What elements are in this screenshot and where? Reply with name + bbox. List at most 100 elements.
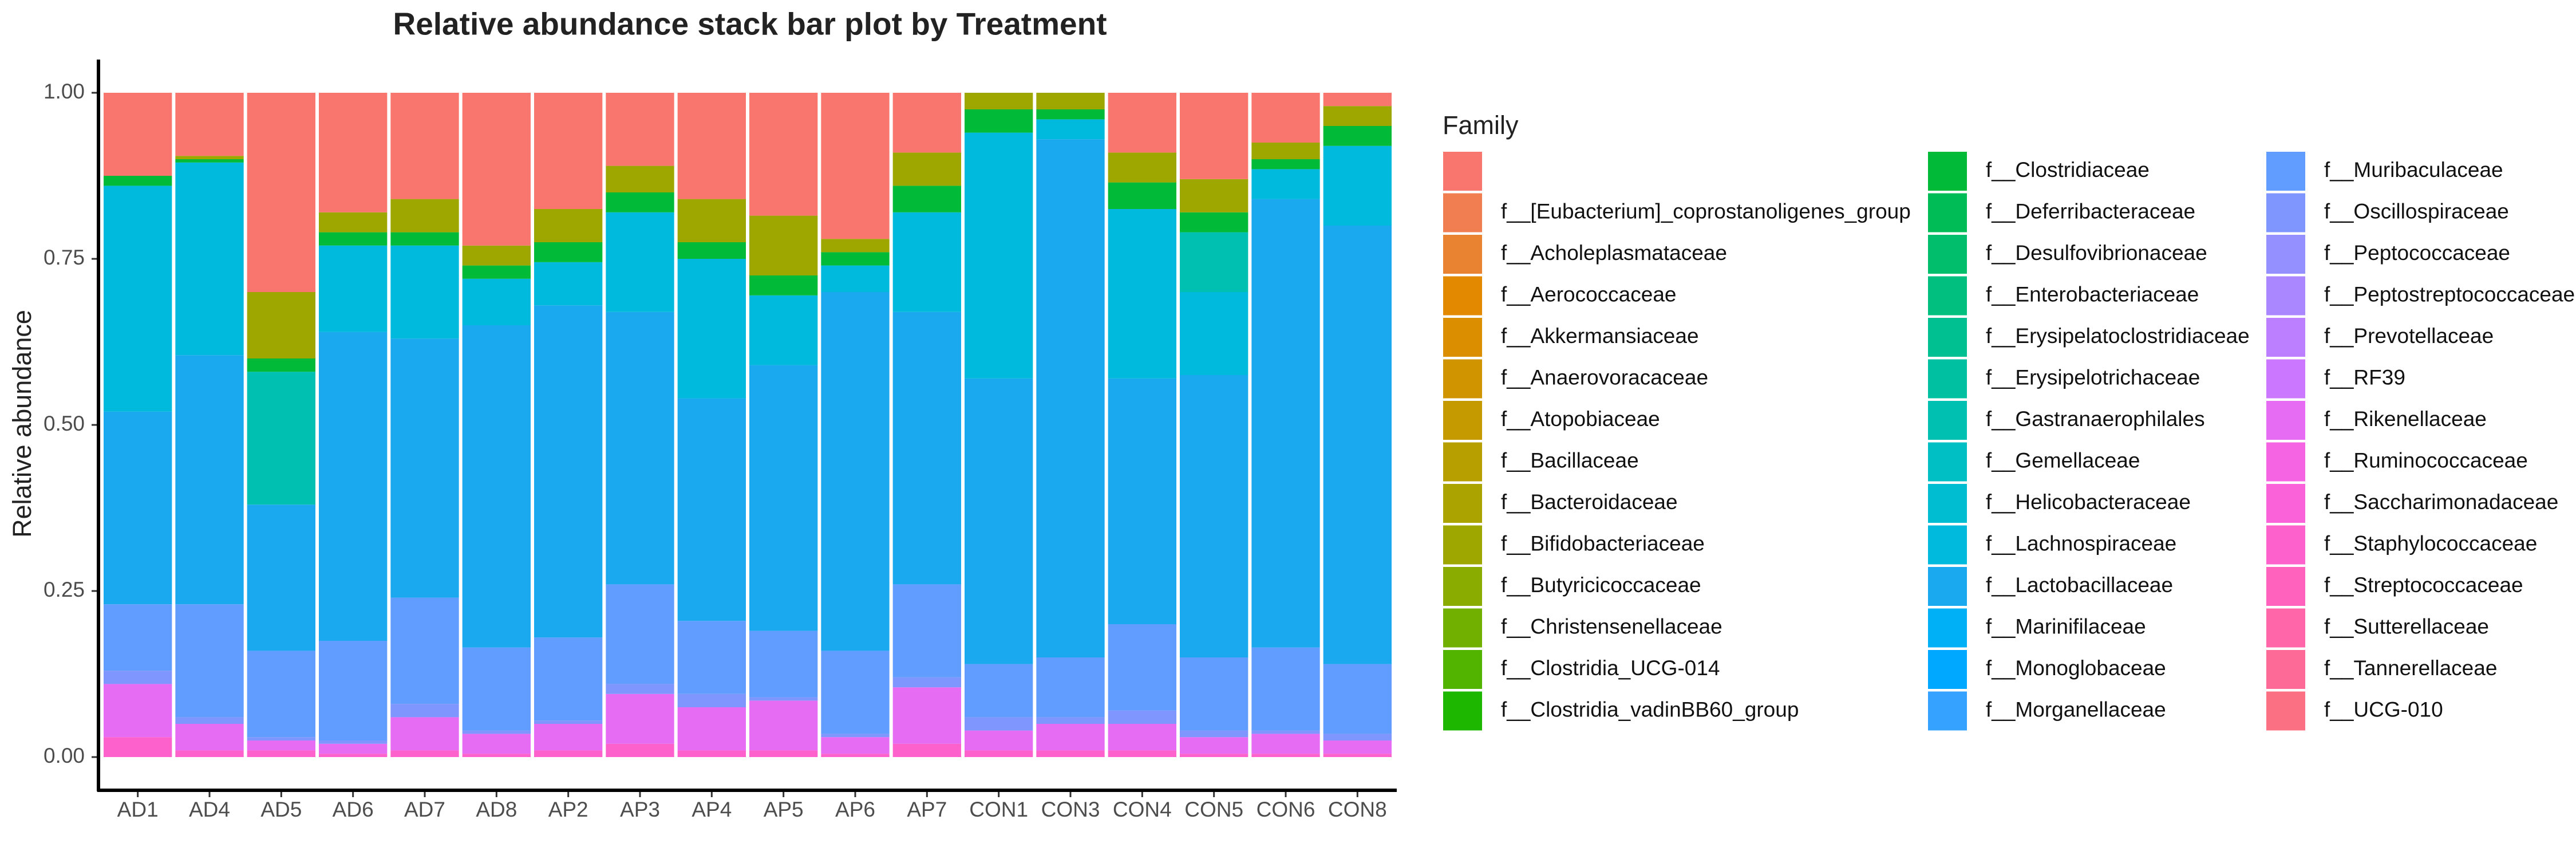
legend-label: f__Bacteroidaceae: [1501, 490, 1678, 514]
bar-segment: [677, 259, 746, 399]
bar-segment: [1108, 624, 1176, 711]
bar-segment: [534, 724, 603, 751]
bar-segment: [104, 176, 172, 186]
legend-key: [1927, 441, 1968, 483]
legend-label: f__Desulfovibrionaceae: [1986, 241, 2207, 265]
legend-label: f__Clostridia_UCG-014: [1501, 656, 1720, 680]
legend-label: f__Helicobacteraceae: [1986, 490, 2191, 514]
bar-segment: [104, 186, 172, 412]
bar-segment: [1180, 232, 1249, 292]
bar-segment: [1180, 754, 1249, 757]
bar-segment: [1251, 647, 1320, 731]
legend-label: f__Marinifilaceae: [1986, 614, 2146, 638]
bar-segment: [1251, 159, 1320, 170]
legend-key: [1927, 566, 1968, 607]
bar-segment: [1180, 657, 1249, 731]
bar-segment: [677, 750, 746, 757]
bar-segment: [821, 754, 890, 757]
bar-segment: [606, 192, 674, 212]
legend-key: [1442, 690, 1483, 732]
legend-key: [2265, 151, 2306, 192]
bar-segment: [175, 93, 244, 156]
bar-segment: [247, 93, 315, 292]
bar-segment: [1323, 145, 1392, 226]
bar-segment: [462, 245, 531, 266]
bar-segment: [821, 93, 890, 239]
bar-segment: [1180, 737, 1249, 754]
bar-segment: [1108, 750, 1176, 757]
bar-segment: [1251, 754, 1320, 757]
bar-segment: [821, 252, 890, 266]
bar-segment: [892, 743, 961, 757]
bar-segment: [892, 677, 961, 688]
legend-key: [2265, 192, 2306, 234]
bar-segment: [749, 93, 818, 216]
bar-segment: [390, 597, 459, 704]
legend-label: f__Lactobacillaceae: [1986, 573, 2173, 597]
legend-label: f__Staphylococcaceae: [2324, 531, 2537, 555]
bar-segment: [1108, 182, 1176, 209]
legend-label: f__Butyricicoccaceae: [1501, 573, 1701, 597]
bar-segment: [892, 312, 961, 585]
bar-segment: [1036, 109, 1105, 120]
bar-segment: [965, 730, 1033, 751]
legend-label: f__Clostridia_vadinBB60_group: [1501, 698, 1799, 721]
bar-segment: [677, 693, 746, 707]
bar-segment: [390, 750, 459, 757]
legend-label: f__Muribaculaceae: [2324, 158, 2503, 182]
bar-segment: [319, 641, 388, 740]
legend-label: f__Saccharimonadaceae: [2324, 490, 2558, 514]
bar-segment: [1108, 710, 1176, 724]
chart-title: Relative abundance stack bar plot by Tre…: [393, 6, 1107, 42]
bar-segment: [534, 720, 603, 724]
bar-segment: [606, 584, 674, 684]
bar-segment: [749, 365, 818, 631]
bar-segment: [965, 717, 1033, 731]
bar-segment: [104, 737, 172, 757]
legend-key: [1442, 192, 1483, 234]
x-tick-label: AP6: [835, 798, 875, 821]
legend-key: [1927, 690, 1968, 732]
legend-label: f__Rikenellaceae: [2324, 407, 2487, 431]
bar-segment: [1036, 724, 1105, 751]
bar-segment: [175, 156, 244, 159]
legend-label: f__Atopobiaceae: [1501, 407, 1660, 431]
bar-segment: [821, 737, 890, 754]
legend-title: Family: [1443, 111, 1519, 140]
bar-segment: [677, 93, 746, 199]
bar-segment: [462, 754, 531, 757]
bar-segment: [534, 305, 603, 638]
bar-segment: [1323, 126, 1392, 146]
bar-segment: [319, 212, 388, 233]
bar-segment: [534, 262, 603, 306]
legend-key: [1442, 649, 1483, 690]
y-tick-label: 0.50: [44, 412, 85, 435]
bar-segment: [821, 292, 890, 651]
bar-segment: [247, 358, 315, 372]
bar-segment: [677, 707, 746, 751]
bar-segment: [821, 651, 890, 734]
legend-label: f__Bacillaceae: [1501, 448, 1639, 472]
x-tick-label: CON8: [1328, 798, 1387, 821]
bar-segment: [390, 717, 459, 751]
bar-segment: [821, 265, 890, 292]
legend-key: [1442, 275, 1483, 317]
legend-label: f__Erysipelatoclostridiaceae: [1986, 324, 2250, 348]
legend-label: f__Lachnospiraceae: [1986, 531, 2176, 555]
bar-segment: [247, 651, 315, 738]
legend-key: [1442, 483, 1483, 524]
x-tick-label: CON4: [1113, 798, 1172, 821]
bar-segment: [1036, 93, 1105, 109]
legend-key: [2265, 483, 2306, 524]
bar-segment: [390, 704, 459, 718]
legend-key: [1442, 566, 1483, 607]
bar-segment: [606, 166, 674, 192]
bar-segment: [247, 750, 315, 757]
bar-segment: [1036, 139, 1105, 657]
legend-key: [2265, 275, 2306, 317]
bar-segment: [821, 734, 890, 738]
bar-segment: [319, 332, 388, 641]
bar-segment: [1108, 93, 1176, 153]
legend-key: [1442, 358, 1483, 400]
legend-label: f__Gastranaerophilales: [1986, 407, 2205, 431]
